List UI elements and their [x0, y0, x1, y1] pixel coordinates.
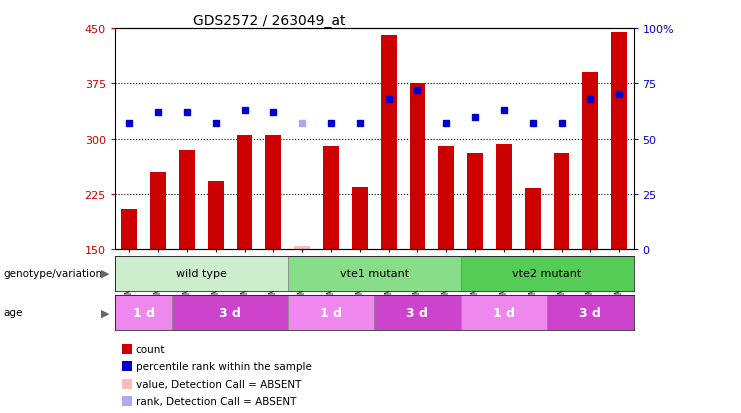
Bar: [115, 256, 288, 291]
Text: genotype/variation: genotype/variation: [4, 268, 103, 278]
Bar: [179, 150, 195, 250]
Text: ▶: ▶: [102, 268, 110, 278]
Bar: [288, 256, 461, 291]
Bar: [115, 295, 173, 330]
Bar: [288, 295, 374, 330]
Bar: [381, 36, 396, 250]
Bar: [374, 295, 461, 330]
Text: vte1 mutant: vte1 mutant: [339, 268, 409, 279]
Bar: [265, 136, 282, 250]
Bar: [582, 73, 598, 250]
Bar: [150, 173, 166, 250]
Text: 1 d: 1 d: [133, 306, 155, 319]
Text: 3 d: 3 d: [579, 306, 601, 319]
Bar: [207, 181, 224, 250]
Bar: [323, 147, 339, 250]
Text: wild type: wild type: [176, 268, 227, 279]
Text: age: age: [4, 308, 23, 318]
Text: 3 d: 3 d: [407, 306, 428, 319]
Text: percentile rank within the sample: percentile rank within the sample: [136, 361, 311, 371]
Bar: [439, 147, 454, 250]
Text: count: count: [136, 344, 165, 354]
Bar: [294, 246, 310, 250]
Text: 1 d: 1 d: [493, 306, 515, 319]
Bar: [461, 295, 547, 330]
Bar: [525, 189, 541, 250]
Text: GDS2572 / 263049_at: GDS2572 / 263049_at: [193, 14, 345, 28]
Text: ▶: ▶: [102, 308, 110, 318]
Text: 3 d: 3 d: [219, 306, 241, 319]
Bar: [496, 145, 512, 250]
Text: 1 d: 1 d: [320, 306, 342, 319]
Bar: [122, 209, 137, 250]
Bar: [236, 136, 253, 250]
Bar: [467, 154, 483, 250]
Text: rank, Detection Call = ABSENT: rank, Detection Call = ABSENT: [136, 396, 296, 406]
Bar: [352, 187, 368, 250]
Text: vte2 mutant: vte2 mutant: [513, 268, 582, 279]
Bar: [461, 256, 634, 291]
Text: value, Detection Call = ABSENT: value, Detection Call = ABSENT: [136, 379, 301, 389]
Bar: [611, 33, 627, 250]
Bar: [554, 154, 569, 250]
Bar: [173, 295, 288, 330]
Bar: [547, 295, 634, 330]
Bar: [410, 84, 425, 250]
